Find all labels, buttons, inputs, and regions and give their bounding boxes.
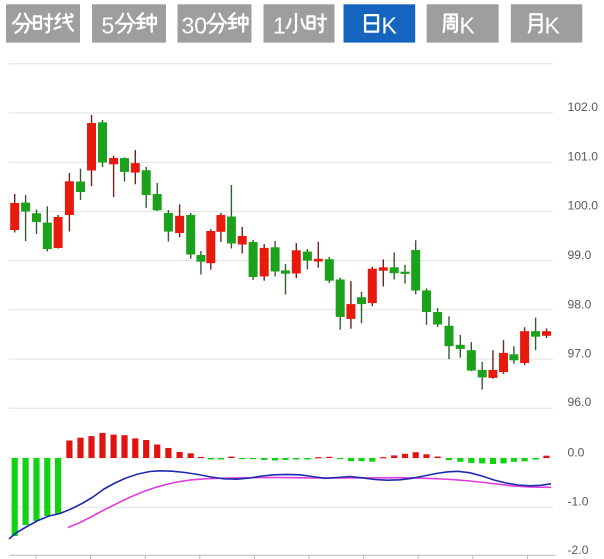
svg-text:5: 5 bbox=[102, 12, 115, 38]
svg-text:99.0: 99.0 bbox=[568, 248, 592, 262]
svg-text:1: 1 bbox=[273, 12, 286, 38]
svg-text:K: K bbox=[460, 12, 476, 38]
svg-text:96.0: 96.0 bbox=[568, 395, 592, 409]
svg-text:100.0: 100.0 bbox=[568, 198, 599, 212]
svg-text:98.0: 98.0 bbox=[568, 297, 592, 311]
svg-text:102.0: 102.0 bbox=[568, 100, 599, 114]
svg-text:0.0: 0.0 bbox=[568, 445, 585, 459]
svg-text:K: K bbox=[545, 12, 561, 38]
svg-text:97.0: 97.0 bbox=[568, 346, 592, 360]
svg-text:30: 30 bbox=[182, 12, 208, 38]
svg-text:101.0: 101.0 bbox=[568, 150, 599, 164]
svg-text:K: K bbox=[382, 12, 398, 38]
svg-text:-2.0: -2.0 bbox=[568, 543, 589, 557]
svg-text:-1.0: -1.0 bbox=[568, 494, 589, 508]
